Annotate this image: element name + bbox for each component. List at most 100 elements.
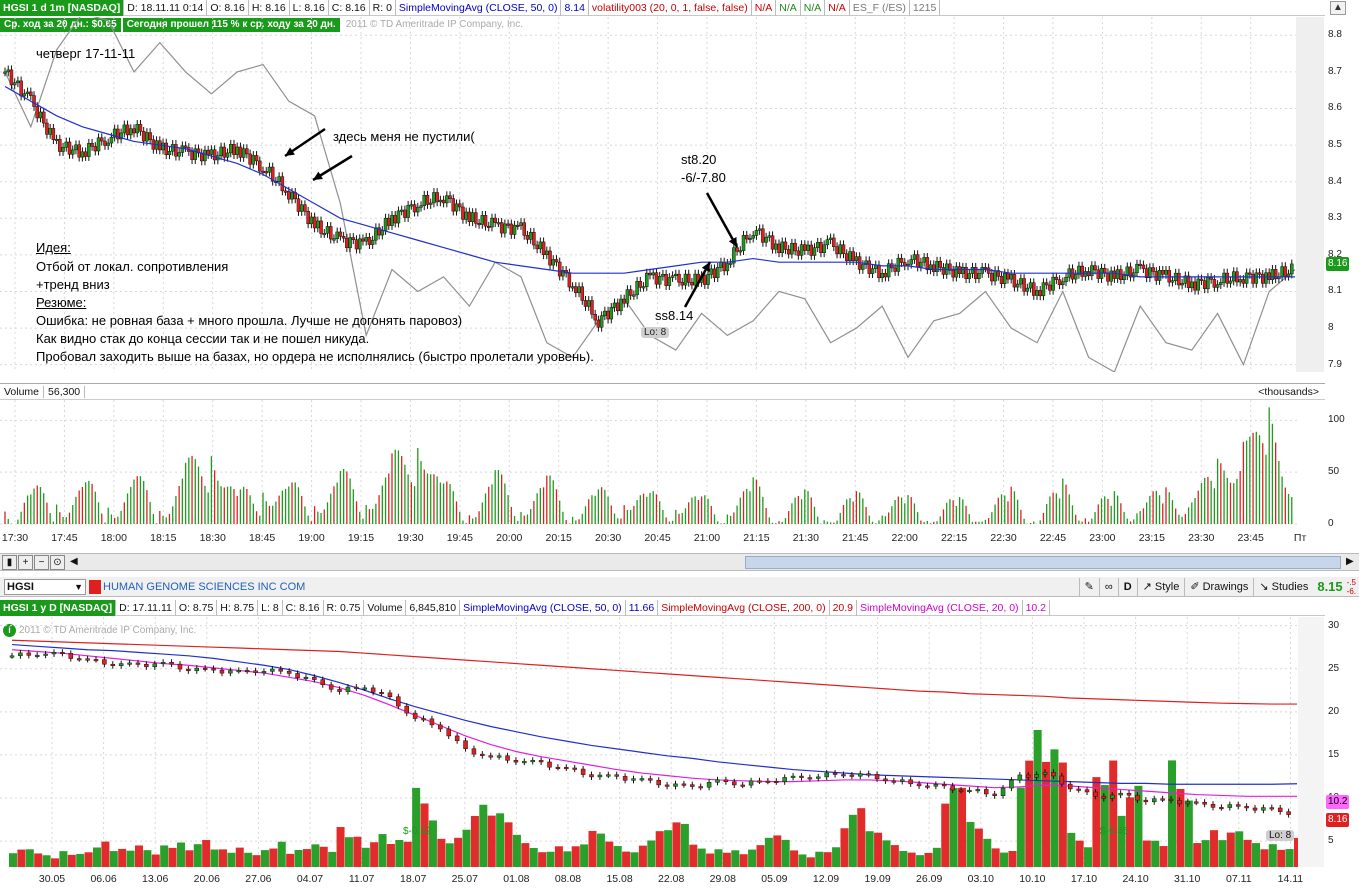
- candle-body: [577, 286, 581, 294]
- aggregation-button[interactable]: D: [1117, 577, 1137, 596]
- scroll-left-icon[interactable]: ◀: [70, 556, 78, 567]
- na-3: N/A: [801, 0, 826, 16]
- daily-volume-bar: [958, 787, 967, 867]
- candle-body: [557, 261, 562, 277]
- maximize-icon[interactable]: ▲: [1330, 1, 1346, 15]
- daily-candle-body: [807, 777, 813, 780]
- daily-candle-body: [614, 774, 619, 777]
- price-tick: 8.4: [1328, 175, 1342, 187]
- info-icon[interactable]: i: [3, 624, 16, 637]
- link-icon[interactable]: ∞: [1098, 577, 1118, 596]
- sma200-label[interactable]: SimpleMovingAvg (CLOSE, 200, 0): [658, 599, 830, 616]
- volatility-label[interactable]: volatility003 (20, 0, 1, false, false): [589, 0, 752, 16]
- daily-volume-bar: [42, 855, 51, 867]
- candle-body: [264, 171, 268, 174]
- symbol-dropdown-icon[interactable]: ▼: [74, 581, 83, 592]
- zoom-out-icon[interactable]: −: [34, 555, 49, 570]
- date-tick: 12.09: [812, 873, 840, 885]
- daily-candle-body: [505, 755, 510, 761]
- candle-body: [783, 241, 788, 250]
- candle-body: [1180, 283, 1184, 286]
- candle-body: [674, 273, 678, 276]
- na-2: N/A: [776, 0, 801, 16]
- daily-candle-body: [866, 773, 871, 776]
- candle-body: [412, 204, 417, 213]
- daily-candle-body: [270, 668, 275, 672]
- sma20-label[interactable]: SimpleMovingAvg (CLOSE, 20, 0): [857, 599, 1023, 616]
- bottom-volume-label: Volume: [364, 599, 407, 616]
- daily-candle-body: [202, 667, 208, 670]
- daily-candle-body: [328, 684, 334, 690]
- daily-volume-bar: [932, 847, 941, 867]
- candle-body: [306, 211, 310, 225]
- sma50-label[interactable]: SimpleMovingAvg (CLOSE, 50, 0): [460, 599, 626, 616]
- candle-body: [941, 267, 946, 275]
- es-label[interactable]: ES_F (/ES): [850, 0, 910, 16]
- candle-body: [1280, 266, 1284, 278]
- daily-volume-bar: [34, 853, 43, 867]
- es-value: 1215: [910, 0, 941, 16]
- daily-candle-body: [538, 760, 544, 763]
- zoom-in-icon[interactable]: +: [18, 555, 33, 570]
- zoom-fit-icon[interactable]: ▮: [2, 555, 17, 570]
- candle-body: [632, 294, 636, 297]
- style-label: Style: [1154, 580, 1180, 593]
- scroll-right-icon[interactable]: ▶: [1346, 556, 1354, 567]
- candle-body: [9, 69, 14, 86]
- daily-volume-bar: [546, 851, 555, 867]
- daily-volume-bar: [235, 847, 244, 867]
- candle-body: [951, 270, 955, 278]
- studies-button[interactable]: ↘ Studies: [1253, 577, 1313, 596]
- daily-volume-bar: [672, 822, 681, 867]
- candle-body: [1012, 274, 1017, 288]
- daily-candle-body: [1126, 792, 1132, 796]
- volume-chart[interactable]: [0, 400, 1359, 528]
- zoom-reset-icon[interactable]: ⊙: [50, 555, 65, 570]
- daily-volume-bar: [50, 858, 59, 867]
- style-button[interactable]: ↗ Style: [1136, 577, 1185, 596]
- candle-body: [219, 146, 223, 157]
- top-sma-label[interactable]: SimpleMovingAvg (CLOSE, 50, 0): [396, 0, 562, 16]
- candle-body: [812, 247, 817, 256]
- daily-volume-bar: [504, 822, 513, 867]
- candle-body: [248, 153, 252, 165]
- candle-body: [328, 226, 333, 240]
- drawings-button[interactable]: ✐ Drawings: [1184, 577, 1253, 596]
- daily-candle-body: [1235, 804, 1241, 807]
- candle-body: [922, 257, 926, 263]
- daily-volume-bar: [67, 854, 76, 867]
- intraday-price-chart[interactable]: [0, 17, 1359, 372]
- date-tick: 06.06: [90, 873, 117, 885]
- candle-body: [654, 272, 659, 285]
- daily-volume-bar: [832, 847, 841, 867]
- daily-candle-body: [874, 774, 880, 780]
- symbol-input[interactable]: HGSI ▼: [4, 578, 86, 595]
- daily-price-tick: 5: [1328, 835, 1334, 847]
- daily-candle-body: [925, 785, 930, 788]
- zoom-scroll-bar: ▮ + − ⊙ ◀ ▶: [0, 553, 1359, 571]
- daily-volume-bar: [1184, 800, 1193, 867]
- date-tick: 10.10: [1019, 873, 1046, 885]
- candle-body: [1138, 263, 1142, 266]
- candle-body: [848, 251, 852, 261]
- daily-volume-bar: [118, 848, 127, 867]
- daily-price-chart[interactable]: [0, 617, 1359, 871]
- daily-candle-body: [782, 777, 787, 783]
- scroll-thumb[interactable]: [745, 556, 1341, 569]
- candle-body: [867, 260, 872, 274]
- daily-volume-bar: [748, 849, 757, 867]
- candle-body: [241, 148, 246, 158]
- candle-body: [19, 80, 23, 97]
- volume-header: Volume 56,300 <thousands>: [0, 383, 1325, 400]
- daily-volume-bar: [781, 839, 790, 867]
- daily-volume-bar: [302, 849, 311, 867]
- daily-candle-body: [496, 755, 502, 758]
- daily-volume-bar: [731, 850, 740, 867]
- daily-candle-body: [438, 724, 443, 730]
- daily-volume-bar: [1268, 844, 1277, 867]
- drawing-tool-icon[interactable]: ✎: [1078, 577, 1099, 596]
- candle-body: [25, 91, 30, 94]
- daily-volume-bar: [857, 808, 866, 867]
- candle-body: [1170, 280, 1175, 283]
- candle-body: [316, 220, 320, 229]
